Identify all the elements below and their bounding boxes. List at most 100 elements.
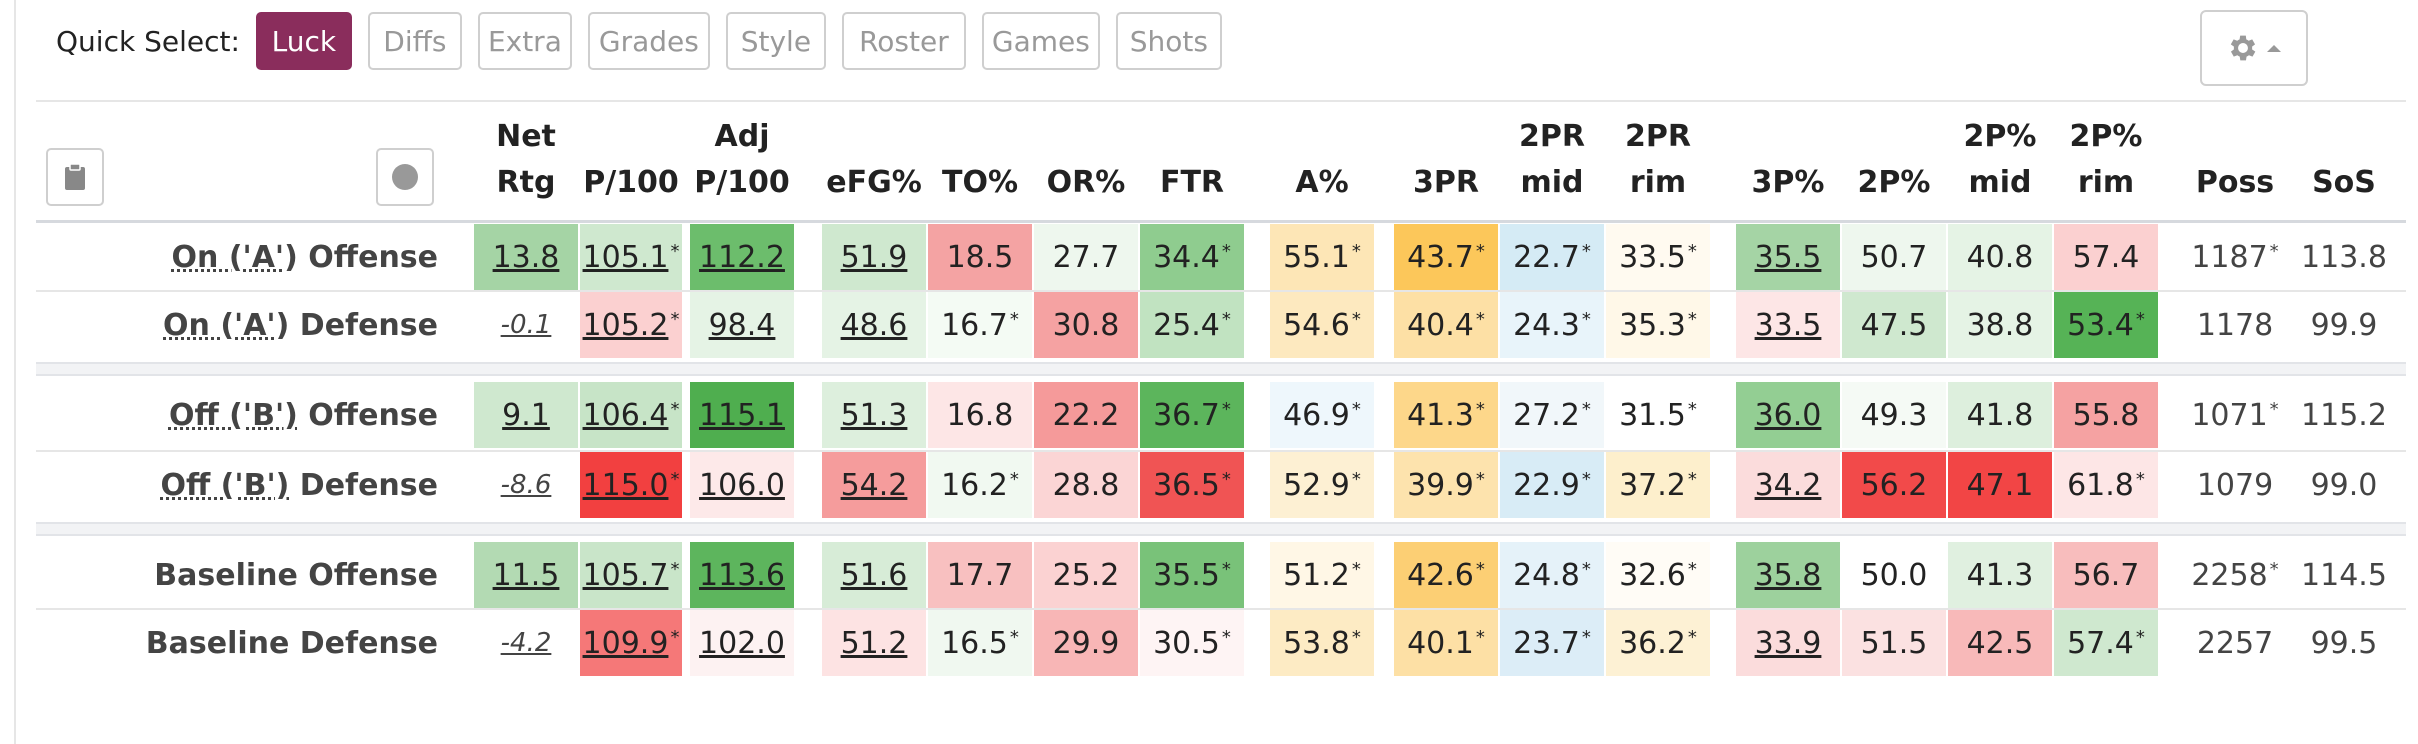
column-header[interactable]: 2P% bbox=[1842, 112, 1946, 212]
table-cell[interactable]: -4.2 bbox=[474, 610, 578, 676]
column-header[interactable]: 2PR mid bbox=[1500, 112, 1604, 212]
table-cell[interactable]: 102.0 bbox=[690, 610, 794, 676]
settings-dropdown-button[interactable] bbox=[2200, 10, 2308, 86]
table-cell[interactable]: 54.2 bbox=[822, 452, 926, 518]
quick-select-roster-button[interactable]: Roster bbox=[841, 12, 966, 70]
column-header[interactable]: SoS bbox=[2292, 112, 2396, 212]
column-header[interactable]: P/100 bbox=[580, 112, 682, 212]
table-cell[interactable]: 33.5 bbox=[1736, 292, 1840, 358]
column-header-line2: OR% bbox=[1046, 165, 1126, 200]
table-cell[interactable]: 13.8 bbox=[474, 224, 578, 290]
quick-select-grades-button[interactable]: Grades bbox=[587, 12, 710, 70]
row-label: Off ('B') Offense bbox=[0, 382, 438, 450]
table-cell[interactable]: 106.4 * bbox=[580, 382, 682, 448]
column-header[interactable]: OR% bbox=[1034, 112, 1138, 212]
column-header-line2: mid bbox=[1968, 165, 2032, 200]
column-header[interactable]: Net Rtg bbox=[474, 112, 578, 212]
table-cell[interactable]: 105.7 * bbox=[580, 542, 682, 608]
row-label-link[interactable]: Off ('B') bbox=[168, 398, 298, 433]
quick-select-games-button[interactable]: Games bbox=[981, 12, 1100, 70]
asterisk-marker: * bbox=[1581, 468, 1591, 490]
cell-value: 99.0 bbox=[2310, 467, 2378, 503]
cell-value: 35.5 bbox=[1153, 557, 1220, 593]
table-cell[interactable]: 51.2 bbox=[822, 610, 926, 676]
table-cell[interactable]: 51.6 bbox=[822, 542, 926, 608]
cell-value: 9.1 bbox=[502, 397, 550, 433]
table-cell: 40.1 * bbox=[1394, 610, 1498, 676]
table-cell[interactable]: 36.0 bbox=[1736, 382, 1840, 448]
column-header-line2: P/100 bbox=[694, 165, 790, 200]
table-cell[interactable]: 35.5 bbox=[1736, 224, 1840, 290]
table-cell[interactable]: 106.0 bbox=[690, 452, 794, 518]
table-cell[interactable]: -0.1 bbox=[474, 292, 578, 358]
table-cell[interactable]: 115.1 bbox=[690, 382, 794, 448]
asterisk-marker: * bbox=[2135, 308, 2145, 330]
row-label-link[interactable]: On ('A') bbox=[171, 240, 298, 275]
row-label-link[interactable]: On ('A') bbox=[163, 308, 290, 343]
toggle-chart-button[interactable] bbox=[376, 148, 434, 206]
table-cell[interactable]: 35.8 bbox=[1736, 542, 1840, 608]
asterisk-marker: * bbox=[2135, 468, 2145, 490]
cell-value: 41.8 bbox=[1966, 397, 2034, 433]
cell-value: 35.3 bbox=[1619, 307, 1686, 343]
table-cell[interactable]: 115.0 * bbox=[580, 452, 682, 518]
table-cell[interactable]: -8.6 bbox=[474, 452, 578, 518]
table-cell[interactable]: 51.9 bbox=[822, 224, 926, 290]
column-header[interactable]: 3P% bbox=[1736, 112, 1840, 212]
column-header[interactable]: 2P% mid bbox=[1948, 112, 2052, 212]
table-cell[interactable]: 112.2 bbox=[690, 224, 794, 290]
cell-value: 61.8 bbox=[2067, 467, 2134, 503]
table-cell[interactable]: 105.2 * bbox=[580, 292, 682, 358]
column-header[interactable]: FTR bbox=[1140, 112, 1244, 212]
table-cell[interactable]: 11.5 bbox=[474, 542, 578, 608]
cell-value: 25.2 bbox=[1052, 557, 1120, 593]
column-header[interactable]: Poss bbox=[2180, 112, 2290, 212]
table-cell[interactable]: 9.1 bbox=[474, 382, 578, 448]
row-label: On ('A') Defense bbox=[0, 292, 438, 360]
table-cell: 37.2 * bbox=[1606, 452, 1710, 518]
quick-select-shots-button[interactable]: Shots bbox=[1115, 12, 1222, 70]
cell-value: 22.9 bbox=[1513, 467, 1580, 503]
cell-value: 16.2 bbox=[941, 467, 1008, 503]
table-cell: 17.7 bbox=[928, 542, 1032, 608]
quick-select-style-button[interactable]: Style bbox=[725, 12, 826, 70]
cell-value: 16.7 bbox=[941, 307, 1008, 343]
table-cell: 38.8 bbox=[1948, 292, 2052, 358]
row-label: Baseline Defense bbox=[0, 610, 438, 678]
asterisk-marker: * bbox=[1009, 626, 1019, 648]
column-header[interactable]: 2P% rim bbox=[2054, 112, 2158, 212]
row-label-link[interactable]: Off ('B') bbox=[160, 468, 290, 503]
column-header[interactable]: TO% bbox=[928, 112, 1032, 212]
table-cell[interactable]: 51.3 bbox=[822, 382, 926, 448]
column-header-line2: 3P% bbox=[1751, 165, 1825, 200]
table-cell[interactable]: 33.9 bbox=[1736, 610, 1840, 676]
cell-value: 51.2 bbox=[840, 625, 908, 661]
row-label-text: Offense bbox=[297, 240, 438, 275]
table-cell: 39.9 * bbox=[1394, 452, 1498, 518]
quick-select-luck-button[interactable]: Luck bbox=[255, 12, 352, 70]
table-row: On ('A') Offense 13.8 105.1 * 112.2 51.9 18.5 2… bbox=[0, 224, 2418, 292]
copy-to-clipboard-button[interactable] bbox=[46, 148, 104, 206]
column-header[interactable]: A% bbox=[1270, 112, 1374, 212]
cell-value: 53.4 bbox=[2067, 307, 2134, 343]
cell-value: 51.9 bbox=[840, 239, 908, 275]
table-cell[interactable]: 105.1 * bbox=[580, 224, 682, 290]
table-cell[interactable]: 113.6 bbox=[690, 542, 794, 608]
column-header[interactable]: eFG% bbox=[822, 112, 926, 212]
asterisk-marker: * bbox=[670, 468, 680, 490]
table-cell[interactable]: 98.4 bbox=[690, 292, 794, 358]
column-header[interactable]: Adj P/100 bbox=[690, 112, 794, 212]
table-cell: 114.5 bbox=[2292, 542, 2396, 608]
row-label-text: Defense bbox=[289, 308, 438, 343]
table-cell[interactable]: 34.2 bbox=[1736, 452, 1840, 518]
table-cell: 51.5 bbox=[1842, 610, 1946, 676]
table-cell[interactable]: 109.9 * bbox=[580, 610, 682, 676]
column-header[interactable]: 3PR bbox=[1394, 112, 1498, 212]
column-header[interactable]: 2PR rim bbox=[1606, 112, 1710, 212]
cell-value: 1071 bbox=[2191, 397, 2268, 433]
quick-select-diffs-button[interactable]: Diffs bbox=[367, 12, 462, 70]
table-cell[interactable]: 48.6 bbox=[822, 292, 926, 358]
asterisk-marker: * bbox=[1221, 558, 1231, 580]
quick-select-extra-button[interactable]: Extra bbox=[477, 12, 572, 70]
cell-value: 55.8 bbox=[2072, 397, 2140, 433]
